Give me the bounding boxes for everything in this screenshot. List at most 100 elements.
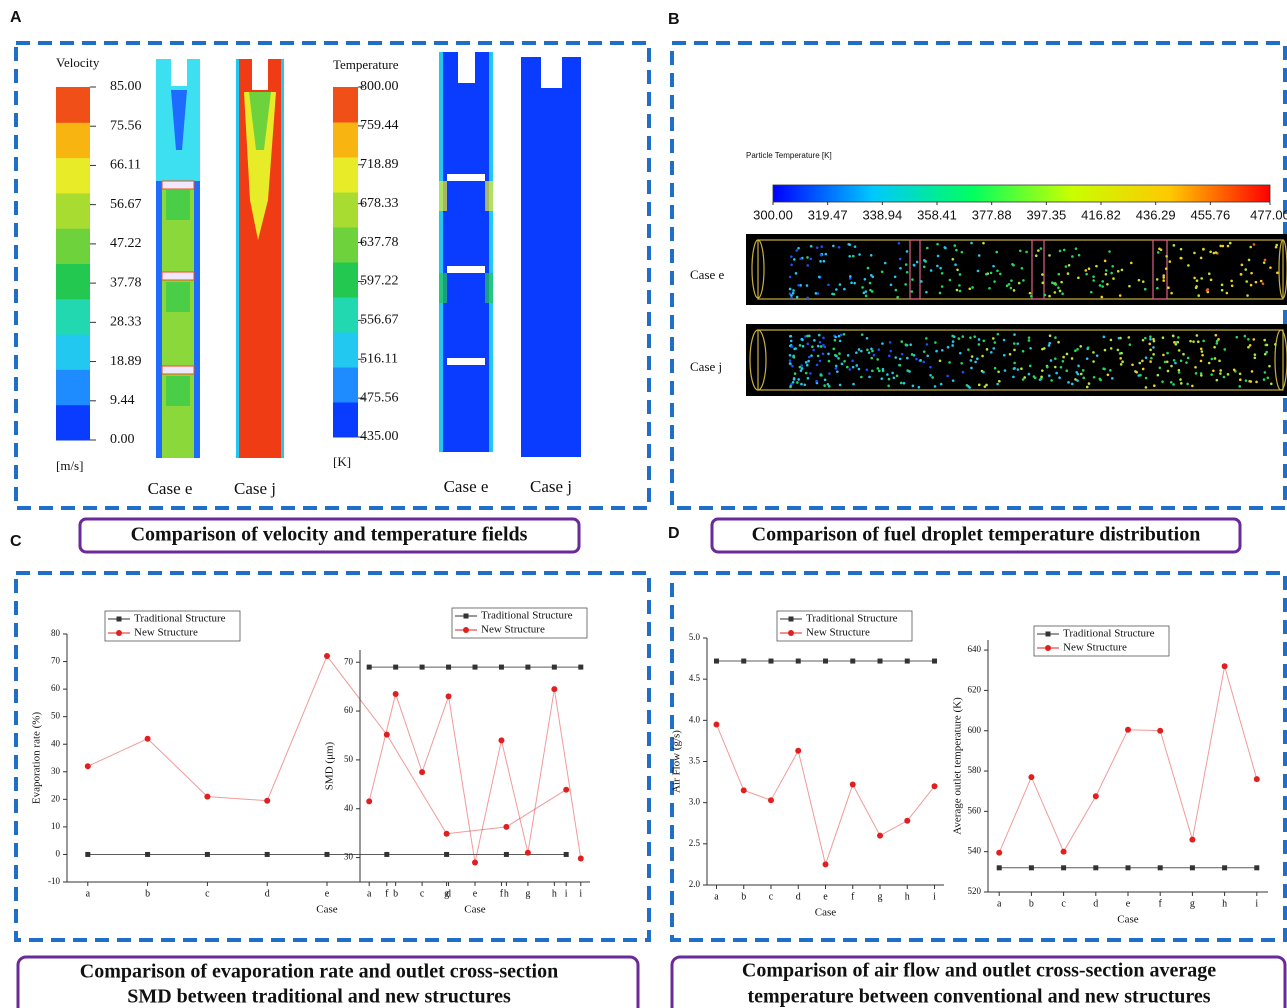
tick-label: 397.35 bbox=[1026, 207, 1066, 222]
data-point bbox=[795, 748, 801, 754]
colorbar-band bbox=[333, 332, 358, 368]
particle bbox=[861, 286, 864, 289]
particle bbox=[1193, 252, 1196, 255]
particle bbox=[1120, 363, 1123, 366]
colorbar-band bbox=[56, 299, 90, 335]
particle bbox=[893, 376, 896, 379]
particle bbox=[1248, 380, 1251, 383]
particle bbox=[951, 344, 954, 347]
particle bbox=[799, 344, 802, 347]
particle bbox=[1093, 376, 1096, 379]
particle bbox=[820, 345, 823, 348]
tick-label: 75.56 bbox=[110, 118, 142, 133]
particle bbox=[994, 367, 997, 370]
particle bbox=[923, 259, 926, 262]
particle bbox=[939, 267, 942, 270]
particle bbox=[816, 246, 819, 249]
particle bbox=[858, 348, 861, 351]
particle bbox=[1067, 381, 1070, 384]
particle bbox=[981, 355, 984, 358]
particle bbox=[1178, 371, 1181, 374]
data-point bbox=[1093, 865, 1098, 870]
tick-label: 0.00 bbox=[110, 432, 135, 447]
panel-label: D bbox=[668, 525, 680, 542]
particle bbox=[1144, 337, 1147, 340]
panel-label: B bbox=[668, 11, 680, 28]
particle bbox=[1182, 353, 1185, 356]
particle bbox=[1092, 351, 1095, 354]
data-point bbox=[578, 665, 583, 670]
particle bbox=[935, 350, 938, 353]
figure: A B C D Comparison of velocity and tempe… bbox=[0, 0, 1287, 1008]
legend-label: New Structure bbox=[481, 624, 545, 636]
particle bbox=[837, 357, 840, 360]
tick-label: 436.29 bbox=[1136, 207, 1176, 222]
y-tick-label: 80 bbox=[51, 628, 61, 638]
particle bbox=[990, 272, 993, 275]
data-point bbox=[444, 852, 449, 857]
particle bbox=[1253, 243, 1256, 246]
particle bbox=[847, 354, 850, 357]
particle bbox=[792, 289, 795, 292]
particle bbox=[1269, 266, 1272, 269]
particle bbox=[1185, 361, 1188, 364]
particle bbox=[834, 339, 837, 342]
particle bbox=[1264, 259, 1267, 262]
x-tick-label: h bbox=[905, 891, 910, 902]
case-label: Case j bbox=[530, 477, 572, 496]
particle bbox=[895, 289, 898, 292]
y-tick-label: 30 bbox=[51, 766, 61, 776]
particle bbox=[1104, 349, 1107, 352]
particle bbox=[896, 296, 899, 299]
particle bbox=[848, 368, 851, 371]
particle bbox=[1019, 249, 1022, 252]
particle bbox=[1025, 251, 1028, 254]
caption: Comparison of air flow and outlet cross-… bbox=[742, 960, 1216, 982]
particle bbox=[825, 253, 828, 256]
particle bbox=[840, 334, 843, 337]
colorbar-band bbox=[56, 122, 90, 158]
particle bbox=[806, 296, 809, 299]
particle bbox=[1048, 254, 1051, 257]
y-tick-label: 60 bbox=[344, 705, 354, 715]
x-axis-label: Case bbox=[1117, 914, 1139, 926]
particle bbox=[1189, 340, 1192, 343]
particle bbox=[1142, 339, 1145, 342]
particle bbox=[1059, 250, 1062, 253]
particle bbox=[1085, 273, 1088, 276]
x-axis-label: Case bbox=[815, 907, 837, 919]
particle bbox=[1172, 334, 1175, 337]
particle bbox=[790, 383, 793, 386]
particle bbox=[817, 355, 820, 358]
data-point bbox=[1190, 865, 1195, 870]
particle bbox=[1246, 294, 1249, 297]
data-point bbox=[850, 659, 855, 664]
data-point bbox=[366, 798, 372, 804]
colorbar-band bbox=[333, 122, 358, 158]
particle bbox=[1028, 336, 1031, 339]
particle bbox=[811, 345, 814, 348]
particle bbox=[915, 358, 918, 361]
particle bbox=[835, 365, 838, 368]
x-tick-label: e bbox=[823, 891, 828, 902]
particle bbox=[1013, 333, 1016, 336]
particle bbox=[1082, 369, 1085, 372]
y-tick-label: 60 bbox=[51, 683, 61, 693]
particle bbox=[1028, 373, 1031, 376]
data-point bbox=[204, 794, 210, 800]
particle bbox=[1117, 349, 1120, 352]
particle bbox=[1180, 359, 1183, 362]
tick-label: 455.76 bbox=[1190, 207, 1230, 222]
particle bbox=[850, 281, 853, 284]
particle bbox=[1276, 271, 1279, 274]
particle bbox=[1090, 291, 1093, 294]
data-point bbox=[564, 852, 569, 857]
legend-label: Traditional Structure bbox=[1063, 628, 1155, 640]
particle bbox=[806, 264, 809, 267]
y-tick-label: 4.5 bbox=[689, 673, 701, 683]
caption: SMD between traditional and new structur… bbox=[127, 986, 511, 1008]
particle bbox=[1104, 260, 1107, 263]
particle bbox=[877, 348, 880, 351]
x-tick-label: d bbox=[446, 888, 451, 899]
data-point bbox=[1158, 865, 1163, 870]
